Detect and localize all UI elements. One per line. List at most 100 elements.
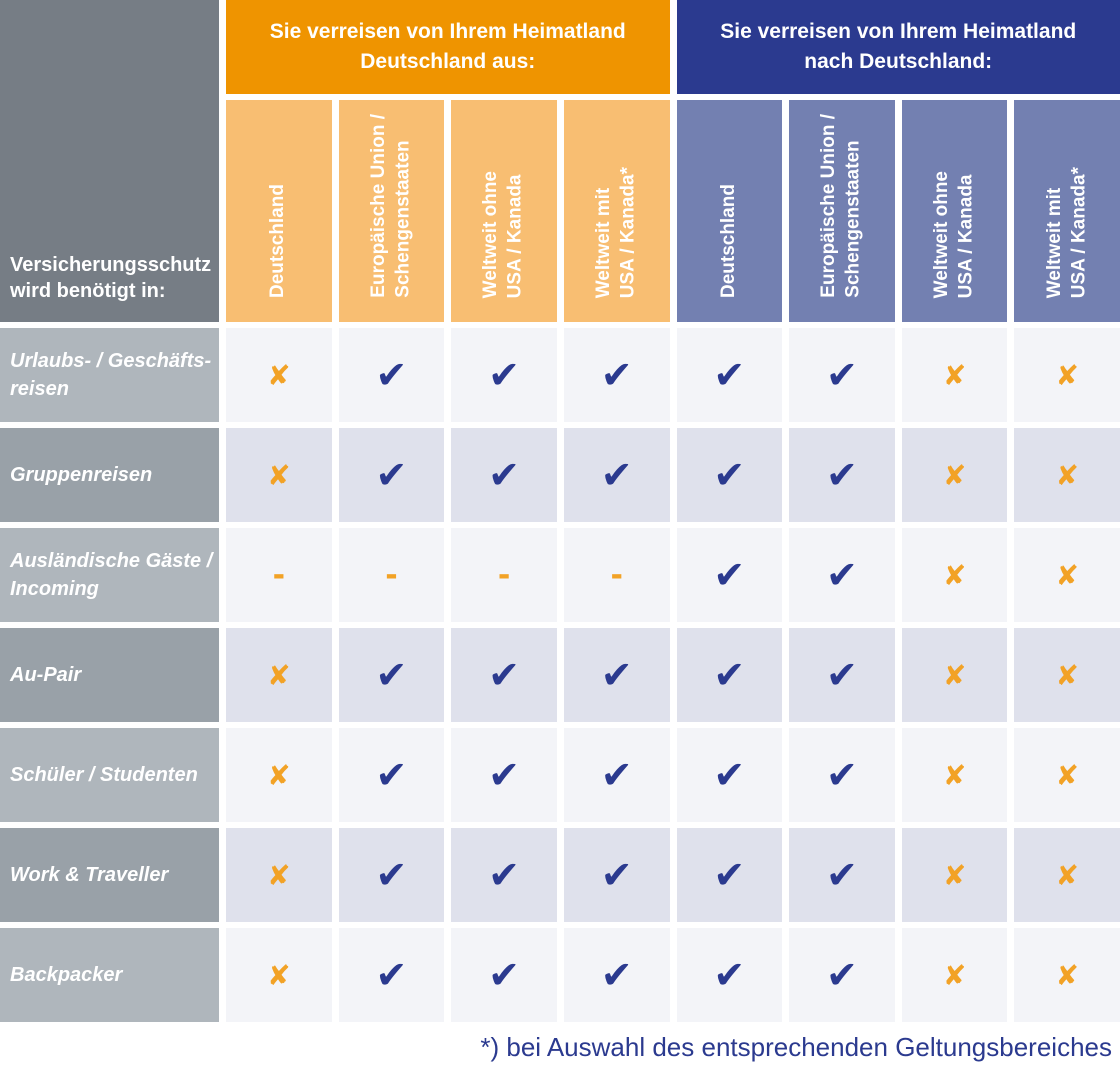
column-header-0-1: Europäische Union / Schengenstaaten <box>338 100 445 322</box>
check-icon: ✔ <box>713 353 746 397</box>
matrix-cell-2-1: - <box>338 528 445 622</box>
matrix-cell-5-5: ✔ <box>789 828 895 922</box>
matrix-cell-0-3: ✔ <box>563 328 670 422</box>
matrix-cell-0-6: ✘ <box>901 328 1008 422</box>
cross-icon: ✘ <box>942 758 967 792</box>
cross-icon: ✘ <box>942 358 967 392</box>
matrix-cell-6-2: ✔ <box>451 928 557 1022</box>
cross-icon: ✘ <box>1055 358 1079 392</box>
check-icon: ✔ <box>713 853 746 897</box>
matrix-cell-5-7: ✘ <box>1014 828 1120 922</box>
cross-icon: ✘ <box>942 858 967 892</box>
matrix-cell-3-3: ✔ <box>563 628 670 722</box>
group-header-to-germany: Sie verreisen von Ihrem Heimatland nach … <box>676 0 1120 94</box>
cross-icon: ✘ <box>267 858 291 892</box>
row-label-6: Backpacker <box>0 928 219 1022</box>
row-label-5: Work & Traveller <box>0 828 219 922</box>
column-header-0-0: Deutschland <box>226 100 332 322</box>
column-header-0-2: Weltweit ohne USA / Kanada <box>451 100 557 322</box>
matrix-cell-1-3: ✔ <box>563 428 670 522</box>
matrix-cell-3-5: ✔ <box>789 628 895 722</box>
matrix-cell-6-5: ✔ <box>789 928 895 1022</box>
check-icon: ✔ <box>375 853 408 897</box>
cross-icon: ✘ <box>267 458 291 492</box>
column-header-label: Weltweit mit USA / Kanada* <box>593 166 639 298</box>
matrix-cell-3-7: ✘ <box>1014 628 1120 722</box>
dash-icon: - <box>497 557 511 593</box>
column-header-label: Weltweit ohne USA / Kanada <box>480 170 527 298</box>
matrix-cell-6-6: ✘ <box>901 928 1008 1022</box>
check-icon: ✔ <box>826 353 858 397</box>
matrix-cell-4-3: ✔ <box>563 728 670 822</box>
matrix-cell-2-2: - <box>451 528 557 622</box>
matrix-cell-4-1: ✔ <box>338 728 445 822</box>
column-header-label: Europäische Union / Schengenstaaten <box>818 114 864 298</box>
check-icon: ✔ <box>826 553 858 597</box>
matrix-cell-0-2: ✔ <box>451 328 557 422</box>
check-icon: ✔ <box>826 853 858 897</box>
matrix-cell-4-7: ✘ <box>1014 728 1120 822</box>
column-header-1-3: Weltweit mit USA / Kanada* <box>1014 100 1120 322</box>
matrix-cell-0-1: ✔ <box>338 328 445 422</box>
cross-icon: ✘ <box>1055 658 1079 692</box>
matrix-cell-5-6: ✘ <box>901 828 1008 922</box>
check-icon: ✔ <box>488 353 520 397</box>
matrix-cell-1-2: ✔ <box>451 428 557 522</box>
column-header-label: Deutschland <box>267 183 289 298</box>
cross-icon: ✘ <box>942 958 967 992</box>
matrix-cell-5-1: ✔ <box>338 828 445 922</box>
matrix-cell-0-7: ✘ <box>1014 328 1120 422</box>
check-icon: ✔ <box>488 953 520 997</box>
check-icon: ✔ <box>488 753 520 797</box>
check-icon: ✔ <box>713 553 746 597</box>
check-icon: ✔ <box>713 753 746 797</box>
matrix-cell-4-6: ✘ <box>901 728 1008 822</box>
cross-icon: ✘ <box>267 958 291 992</box>
group-header-from-germany: Sie verreisen von Ihrem Heimatland Deuts… <box>226 0 670 94</box>
dash-icon: - <box>272 557 286 593</box>
matrix-cell-2-5: ✔ <box>789 528 895 622</box>
check-icon: ✔ <box>488 853 520 897</box>
column-header-1-2: Weltweit ohne USA / Kanada <box>901 100 1008 322</box>
column-header-label: Europäische Union / Schengenstaaten <box>367 114 414 298</box>
matrix-cell-1-0: ✘ <box>226 428 332 522</box>
cross-icon: ✘ <box>1055 958 1079 992</box>
matrix-cell-6-7: ✘ <box>1014 928 1120 1022</box>
matrix-cell-1-6: ✘ <box>901 428 1008 522</box>
matrix-cell-0-5: ✔ <box>789 328 895 422</box>
matrix-cell-3-6: ✘ <box>901 628 1008 722</box>
column-header-label: Weltweit mit USA / Kanada* <box>1043 166 1090 298</box>
matrix-cell-1-5: ✔ <box>789 428 895 522</box>
check-icon: ✔ <box>826 653 858 697</box>
matrix-cell-4-5: ✔ <box>789 728 895 822</box>
matrix-cell-2-0: - <box>226 528 332 622</box>
matrix-cell-6-3: ✔ <box>563 928 670 1022</box>
cross-icon: ✘ <box>267 658 291 692</box>
check-icon: ✔ <box>375 753 408 797</box>
footnote: *) bei Auswahl des entsprechenden Geltun… <box>480 1032 1112 1062</box>
check-icon: ✔ <box>826 753 858 797</box>
matrix-cell-2-6: ✘ <box>901 528 1008 622</box>
cross-icon: ✘ <box>1055 758 1079 792</box>
check-icon: ✔ <box>375 353 408 397</box>
check-icon: ✔ <box>600 753 633 797</box>
cross-icon: ✘ <box>267 758 291 792</box>
check-icon: ✔ <box>600 653 633 697</box>
matrix-cell-6-1: ✔ <box>338 928 445 1022</box>
check-icon: ✔ <box>375 453 408 497</box>
matrix-cell-3-2: ✔ <box>451 628 557 722</box>
cross-icon: ✘ <box>942 558 967 592</box>
column-header-1-0: Deutschland <box>676 100 783 322</box>
cross-icon: ✘ <box>1055 558 1079 592</box>
check-icon: ✔ <box>600 453 633 497</box>
check-icon: ✔ <box>600 853 633 897</box>
matrix-cell-1-4: ✔ <box>676 428 783 522</box>
row-label-1: Gruppenreisen <box>0 428 219 522</box>
row-label-3: Au-Pair <box>0 628 219 722</box>
matrix-cell-2-3: - <box>563 528 670 622</box>
cross-icon: ✘ <box>942 458 967 492</box>
matrix-cell-6-4: ✔ <box>676 928 783 1022</box>
check-icon: ✔ <box>713 453 746 497</box>
column-header-label: Deutschland <box>717 183 739 298</box>
